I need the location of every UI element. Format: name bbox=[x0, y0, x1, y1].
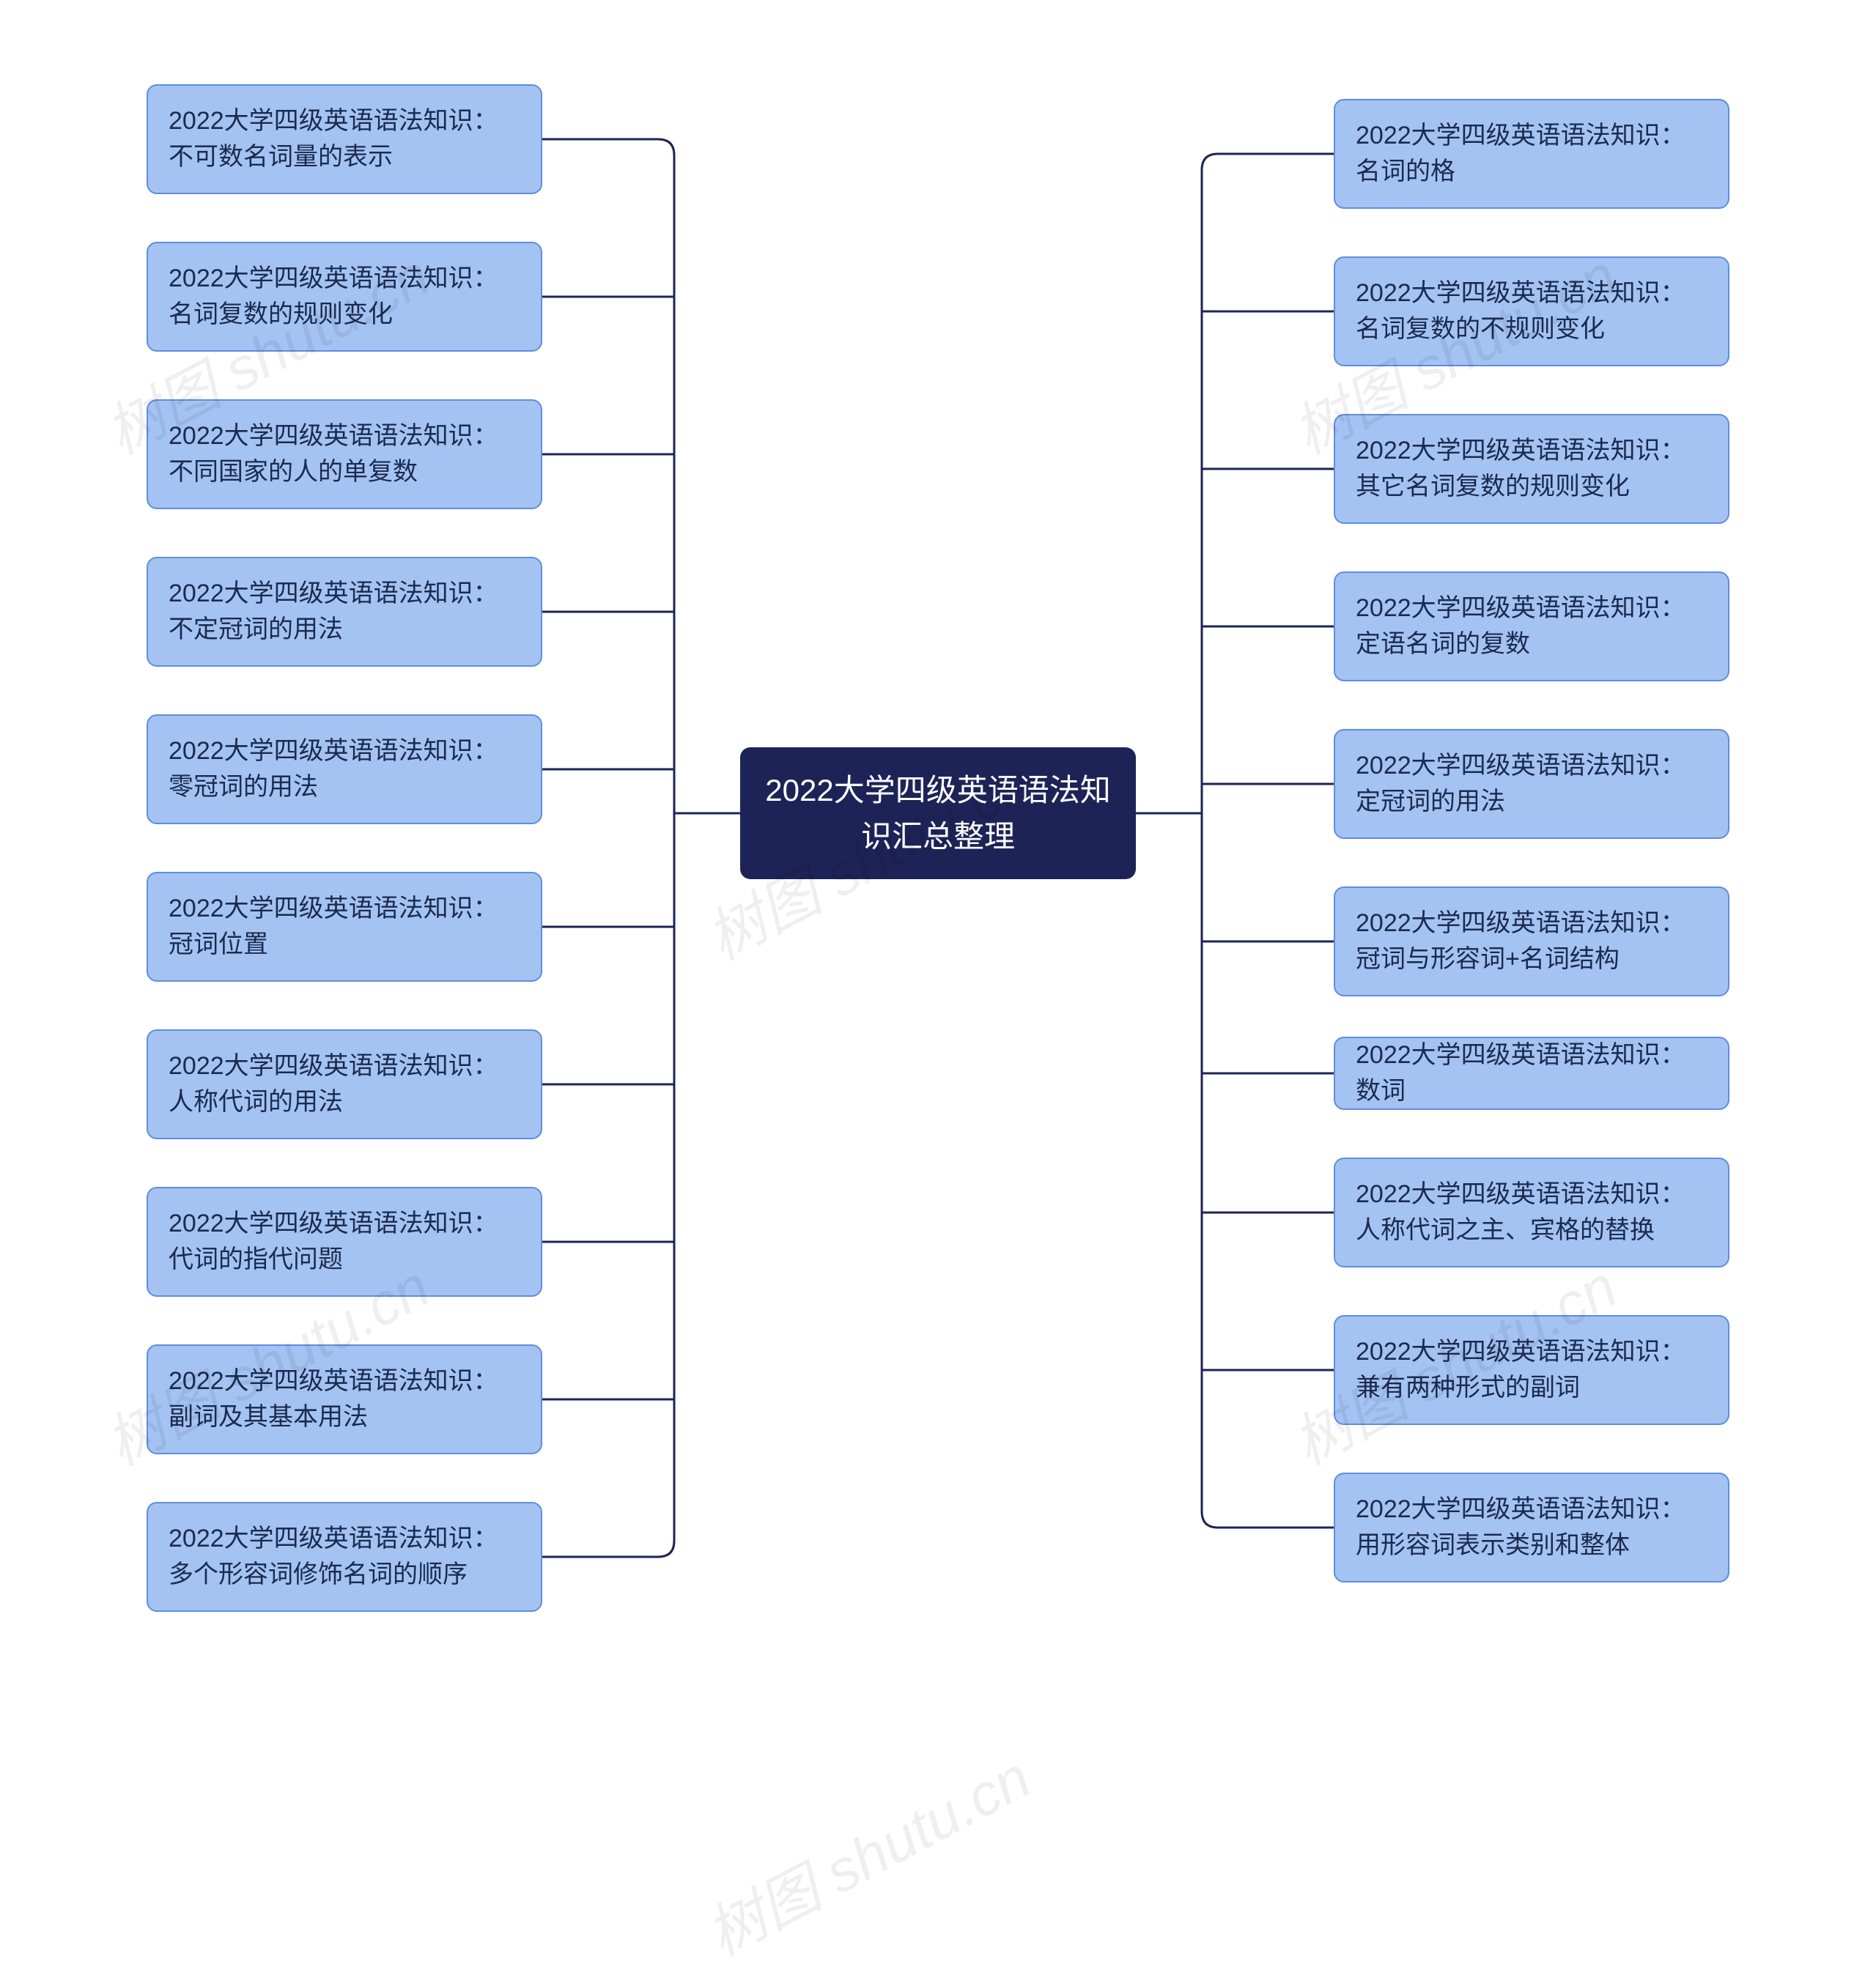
left-node-label: 2022大学四级英语语法知识：不定冠词的用法 bbox=[169, 576, 520, 648]
right-node-label: 2022大学四级英语语法知识：冠词与形容词+名词结构 bbox=[1356, 906, 1707, 978]
left-node-9[interactable]: 2022大学四级英语语法知识：多个形容词修饰名词的顺序 bbox=[147, 1502, 542, 1612]
right-node-2[interactable]: 2022大学四级英语语法知识：其它名词复数的规则变化 bbox=[1334, 414, 1729, 524]
right-node-label: 2022大学四级英语语法知识：其它名词复数的规则变化 bbox=[1356, 433, 1707, 506]
center-node[interactable]: 2022大学四级英语语法知识汇总整理 bbox=[740, 747, 1136, 879]
right-node-6[interactable]: 2022大学四级英语语法知识：数词 bbox=[1334, 1037, 1729, 1110]
left-node-7[interactable]: 2022大学四级英语语法知识：代词的指代问题 bbox=[147, 1187, 542, 1297]
right-node-4[interactable]: 2022大学四级英语语法知识：定冠词的用法 bbox=[1334, 729, 1729, 839]
right-node-9[interactable]: 2022大学四级英语语法知识：用形容词表示类别和整体 bbox=[1334, 1473, 1729, 1583]
right-node-label: 2022大学四级英语语法知识：名词的格 bbox=[1356, 118, 1707, 190]
watermark: 树图 shutu.cn bbox=[690, 1731, 1043, 1973]
right-node-label: 2022大学四级英语语法知识：名词复数的不规则变化 bbox=[1356, 275, 1707, 348]
right-node-label: 2022大学四级英语语法知识：定冠词的用法 bbox=[1356, 748, 1707, 821]
left-node-1[interactable]: 2022大学四级英语语法知识：名词复数的规则变化 bbox=[147, 242, 542, 352]
right-node-label: 2022大学四级英语语法知识：定语名词的复数 bbox=[1356, 591, 1707, 663]
right-node-label: 2022大学四级英语语法知识：人称代词之主、宾格的替换 bbox=[1356, 1177, 1707, 1249]
left-node-8[interactable]: 2022大学四级英语语法知识：副词及其基本用法 bbox=[147, 1344, 542, 1454]
left-node-label: 2022大学四级英语语法知识：副词及其基本用法 bbox=[169, 1363, 520, 1436]
right-node-label: 2022大学四级英语语法知识：数词 bbox=[1356, 1037, 1707, 1110]
right-node-7[interactable]: 2022大学四级英语语法知识：人称代词之主、宾格的替换 bbox=[1334, 1158, 1729, 1267]
left-node-label: 2022大学四级英语语法知识：冠词位置 bbox=[169, 891, 520, 963]
left-node-3[interactable]: 2022大学四级英语语法知识：不定冠词的用法 bbox=[147, 557, 542, 667]
left-node-label: 2022大学四级英语语法知识：人称代词的用法 bbox=[169, 1048, 520, 1121]
left-node-label: 2022大学四级英语语法知识：多个形容词修饰名词的顺序 bbox=[169, 1521, 520, 1593]
left-node-2[interactable]: 2022大学四级英语语法知识：不同国家的人的单复数 bbox=[147, 399, 542, 509]
right-node-3[interactable]: 2022大学四级英语语法知识：定语名词的复数 bbox=[1334, 571, 1729, 681]
mindmap-canvas: 2022大学四级英语语法知识汇总整理 2022大学四级英语语法知识：不可数名词量… bbox=[0, 0, 1876, 1837]
right-node-label: 2022大学四级英语语法知识：兼有两种形式的副词 bbox=[1356, 1334, 1707, 1407]
right-node-8[interactable]: 2022大学四级英语语法知识：兼有两种形式的副词 bbox=[1334, 1315, 1729, 1425]
left-node-6[interactable]: 2022大学四级英语语法知识：人称代词的用法 bbox=[147, 1029, 542, 1139]
left-node-0[interactable]: 2022大学四级英语语法知识：不可数名词量的表示 bbox=[147, 84, 542, 194]
right-node-0[interactable]: 2022大学四级英语语法知识：名词的格 bbox=[1334, 99, 1729, 209]
left-node-5[interactable]: 2022大学四级英语语法知识：冠词位置 bbox=[147, 872, 542, 982]
left-node-4[interactable]: 2022大学四级英语语法知识：零冠词的用法 bbox=[147, 714, 542, 824]
left-node-label: 2022大学四级英语语法知识：名词复数的规则变化 bbox=[169, 261, 520, 333]
right-node-label: 2022大学四级英语语法知识：用形容词表示类别和整体 bbox=[1356, 1492, 1707, 1564]
left-node-label: 2022大学四级英语语法知识：零冠词的用法 bbox=[169, 733, 520, 806]
left-node-label: 2022大学四级英语语法知识：不同国家的人的单复数 bbox=[169, 418, 520, 491]
left-node-label: 2022大学四级英语语法知识：不可数名词量的表示 bbox=[169, 103, 520, 176]
right-node-5[interactable]: 2022大学四级英语语法知识：冠词与形容词+名词结构 bbox=[1334, 886, 1729, 996]
left-node-label: 2022大学四级英语语法知识：代词的指代问题 bbox=[169, 1206, 520, 1278]
center-label: 2022大学四级英语语法知识汇总整理 bbox=[761, 767, 1115, 859]
right-node-1[interactable]: 2022大学四级英语语法知识：名词复数的不规则变化 bbox=[1334, 256, 1729, 366]
